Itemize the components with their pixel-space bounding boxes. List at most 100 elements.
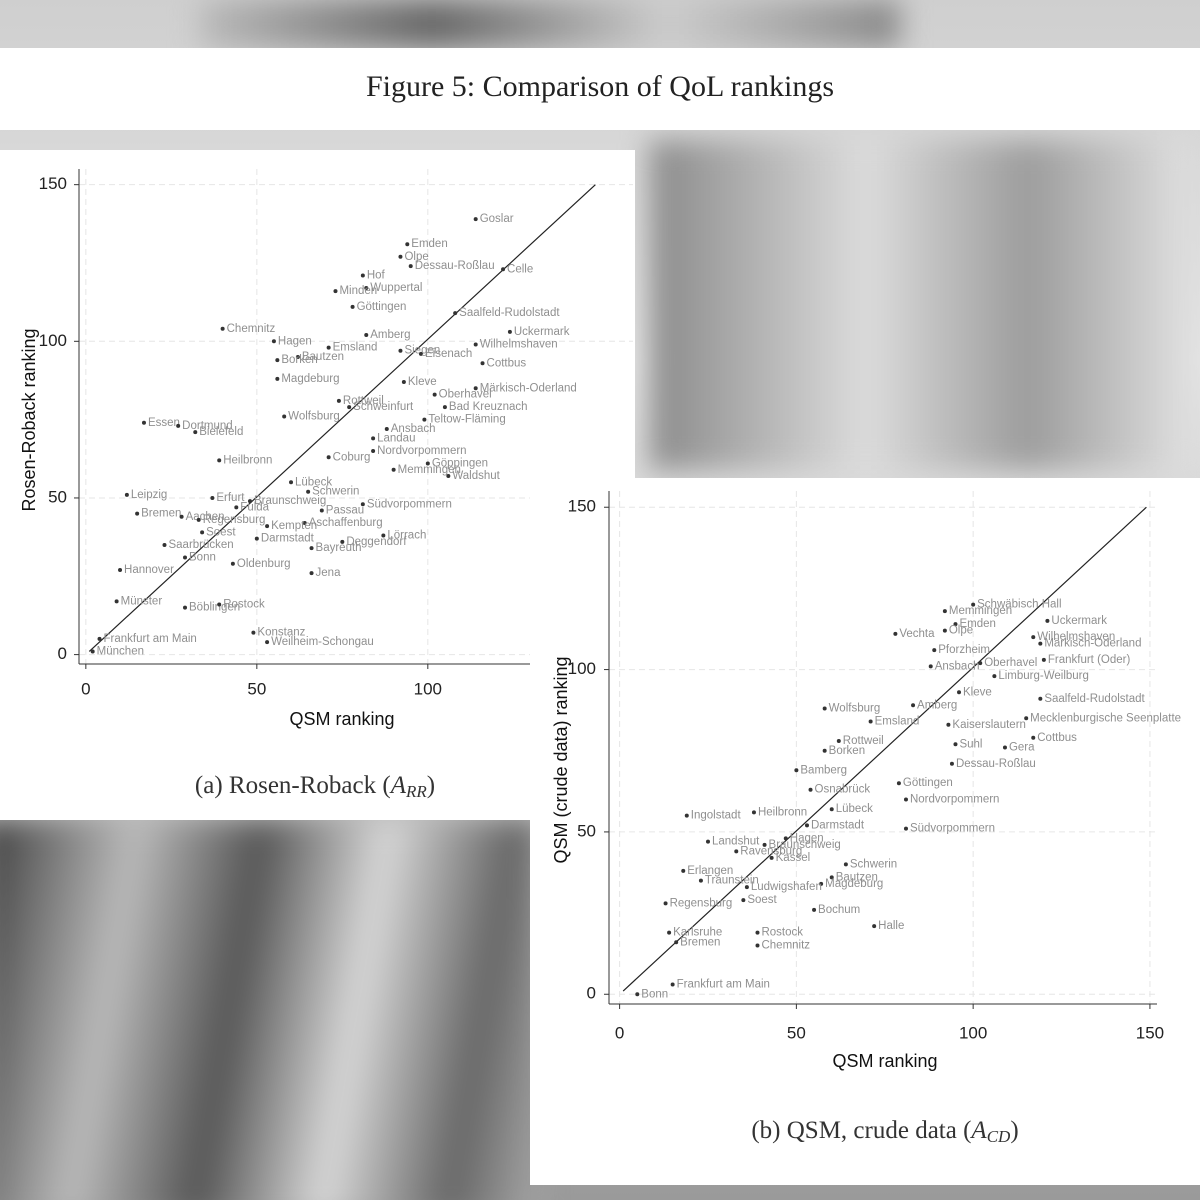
point xyxy=(1031,635,1036,640)
point xyxy=(1041,657,1046,662)
point-label: Frankfurt am Main xyxy=(104,633,197,645)
y-axis-title: Rosen-Roback ranking xyxy=(19,328,39,511)
point xyxy=(932,648,937,653)
point-label: Böblingen xyxy=(189,602,240,614)
point-label: Südvorpommern xyxy=(367,498,452,510)
point xyxy=(176,423,181,428)
point xyxy=(829,807,834,812)
point xyxy=(681,868,686,873)
x-tick-label: 50 xyxy=(787,1023,806,1042)
point-label: Aachen xyxy=(186,511,225,523)
point xyxy=(302,521,307,526)
point xyxy=(230,561,235,566)
caption-subscript: CD xyxy=(987,1127,1011,1146)
point-label: Pforzheim xyxy=(938,644,990,656)
point-label: Memmingen xyxy=(949,605,1012,617)
point-label: Göttingen xyxy=(357,301,407,313)
point xyxy=(247,499,252,504)
point xyxy=(333,289,338,294)
figure-title: Figure 5: Comparison of QoL rankings xyxy=(365,70,834,103)
point xyxy=(408,264,413,269)
point xyxy=(705,839,710,844)
point xyxy=(473,386,478,391)
point xyxy=(326,455,331,460)
point-label: Siegen xyxy=(404,345,440,357)
point xyxy=(217,458,222,463)
point xyxy=(90,649,95,654)
point-label: Rostock xyxy=(761,927,803,939)
point xyxy=(744,885,749,890)
point-label: Ansbach xyxy=(391,423,436,435)
point-label: Goslar xyxy=(480,213,514,225)
point xyxy=(896,781,901,786)
point xyxy=(196,517,201,522)
point xyxy=(819,881,824,886)
point-label: Wolfsburg xyxy=(829,703,881,715)
point xyxy=(391,467,396,472)
point xyxy=(808,787,813,792)
point-label: Wuppertal xyxy=(370,282,422,294)
x-axis-title: QSM ranking xyxy=(832,1051,937,1071)
point-label: Hannover xyxy=(124,564,174,576)
point xyxy=(360,273,365,278)
y-tick-label: 100 xyxy=(568,659,596,678)
x-tick-label: 50 xyxy=(247,679,266,698)
point-label: Rottweil xyxy=(843,735,884,747)
caption-text: (a) Rosen-Roback ( xyxy=(195,772,391,799)
point xyxy=(118,568,123,573)
point xyxy=(674,940,679,945)
point-label: Bonn xyxy=(641,988,668,1000)
point-label: Kaiserslautern xyxy=(952,719,1026,731)
point-label: Traunstein xyxy=(705,875,759,887)
point-label: Suhl xyxy=(959,738,982,750)
point xyxy=(953,622,958,627)
point-label: Passau xyxy=(326,505,364,517)
point-label: Erfurt xyxy=(216,492,245,504)
point xyxy=(326,345,331,350)
background-blur xyxy=(0,820,540,1200)
reference-line xyxy=(622,506,1147,992)
point-label: Limburg-Weilburg xyxy=(998,670,1089,682)
x-tick-label: 100 xyxy=(959,1023,987,1042)
point-label: Magdeburg xyxy=(281,373,339,385)
point-label: Essen xyxy=(148,417,180,429)
point xyxy=(911,703,916,708)
point xyxy=(741,898,746,903)
point xyxy=(282,414,287,419)
point xyxy=(663,901,668,906)
point-label: Osnabrück xyxy=(815,784,871,796)
point-label: Fulda xyxy=(240,501,269,513)
point-label: Emden xyxy=(959,618,995,630)
point-label: Coburg xyxy=(333,451,371,463)
point xyxy=(220,326,225,331)
point-label: Heilbronn xyxy=(223,454,272,466)
point xyxy=(422,417,427,422)
point xyxy=(843,862,848,867)
point xyxy=(183,605,188,610)
point xyxy=(309,546,314,551)
point xyxy=(971,602,976,607)
point xyxy=(949,761,954,766)
point xyxy=(928,664,933,669)
point-label: Kassel xyxy=(776,852,811,864)
point xyxy=(200,530,205,535)
point xyxy=(275,376,280,381)
point-label: Lübeck xyxy=(295,476,332,488)
point-label: Nordvorpommern xyxy=(910,793,999,805)
point-label: Emsland xyxy=(875,716,920,728)
point xyxy=(872,924,877,929)
point-label: Halle xyxy=(878,920,904,932)
point-label: Cottbus xyxy=(487,357,527,369)
point-label: Saalfeld-Rudolstadt xyxy=(1044,693,1145,705)
point xyxy=(418,351,423,356)
point xyxy=(193,430,198,435)
point xyxy=(1031,735,1036,740)
point-label: Lörrach xyxy=(387,530,426,542)
point-label: Kempten xyxy=(271,520,317,532)
point-label: Lübeck xyxy=(836,803,873,815)
point xyxy=(364,286,369,291)
point xyxy=(179,514,184,519)
point-label: Weilheim-Schongau xyxy=(271,636,374,648)
point xyxy=(217,602,222,607)
